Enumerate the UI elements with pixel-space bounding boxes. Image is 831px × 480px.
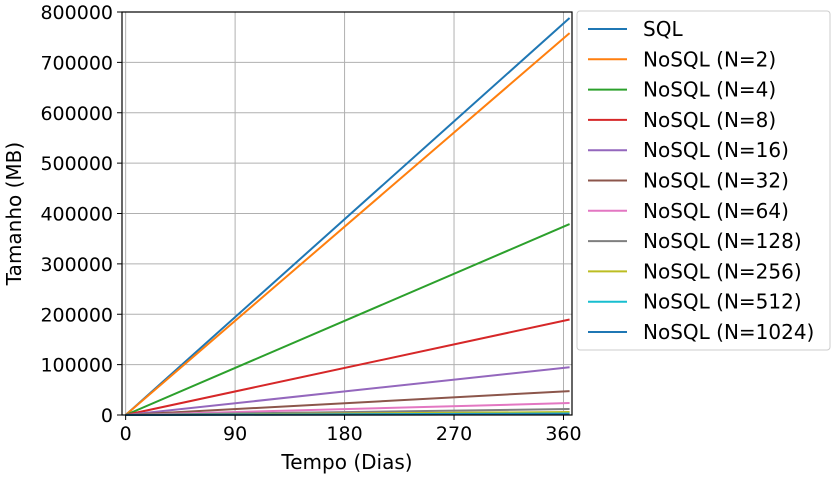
- series-line: [125, 223, 570, 416]
- legend: SQL NoSQL (N=2) NoSQL (N=4) NoSQL (N=8) NoSQ…: [576, 10, 831, 351]
- x-axis-label: Tempo (Dias): [280, 450, 412, 474]
- y-tick-label: 600000: [40, 103, 113, 125]
- legend-entry: NoSQL (N=16): [643, 138, 789, 162]
- x-tick-label: 180: [326, 423, 362, 445]
- grid-lines: [122, 11, 572, 416]
- x-axis: 0 90 180 270 360: [120, 415, 582, 445]
- legend-entry: NoSQL (N=128): [643, 229, 802, 253]
- legend-entry: NoSQL (N=1024): [643, 320, 814, 344]
- y-tick-label: 800000: [40, 2, 113, 24]
- series-lines: [124, 17, 571, 416]
- series-line: [125, 366, 570, 416]
- series-line: [124, 17, 571, 416]
- y-tick-label: 0: [101, 405, 113, 427]
- legend-entry: NoSQL (N=32): [643, 169, 789, 193]
- series-line: [125, 390, 570, 416]
- x-tick-label: 360: [545, 423, 581, 445]
- y-tick-label: 500000: [40, 153, 113, 175]
- y-tick-label: 100000: [40, 355, 113, 377]
- y-tick-label: 200000: [40, 304, 113, 326]
- x-tick-label: 270: [436, 423, 472, 445]
- y-axis-label: Tamanho (MB): [2, 142, 26, 286]
- legend-entry: NoSQL (N=64): [643, 199, 789, 223]
- y-tick-label: 700000: [40, 52, 113, 74]
- legend-entry: NoSQL (N=4): [643, 78, 776, 102]
- legend-entry: NoSQL (N=256): [643, 259, 802, 283]
- legend-frame: [576, 10, 831, 351]
- series-line: [125, 318, 570, 416]
- legend-entry: NoSQL (N=8): [643, 108, 776, 132]
- legend-entry: NoSQL (N=2): [643, 47, 776, 71]
- y-tick-label: 400000: [40, 204, 113, 226]
- series-line: [124, 32, 571, 416]
- y-tick-label: 300000: [40, 254, 113, 276]
- x-tick-label: 90: [223, 423, 247, 445]
- legend-entry: SQL: [643, 17, 683, 41]
- x-tick-label: 0: [120, 423, 132, 445]
- y-axis: 0 100000 200000 300000 400000 500000 600000 700…: [40, 2, 122, 427]
- legend-entry: NoSQL (N=512): [643, 290, 802, 314]
